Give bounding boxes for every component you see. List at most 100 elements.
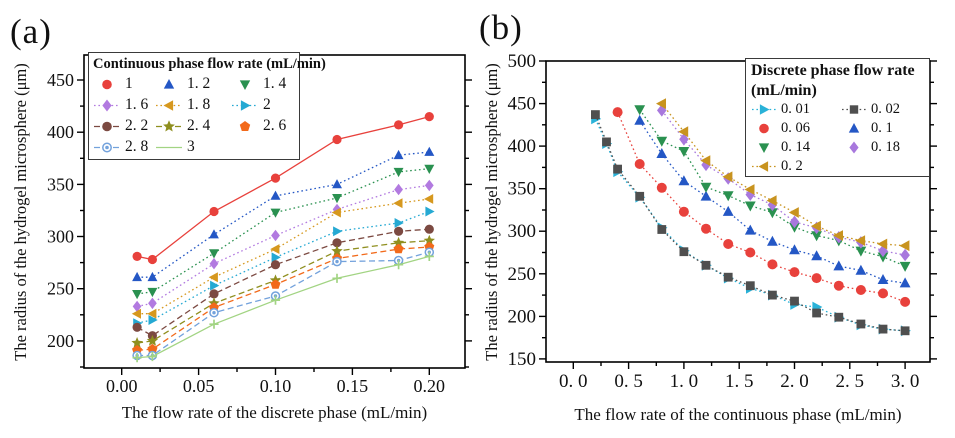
series-1.8: [131, 194, 434, 319]
legend-label: 0. 06: [781, 120, 810, 137]
panel-a-xaxis-title: The flow rate of the discrete phase (mL/…: [121, 403, 428, 422]
svg-text:250: 250: [508, 264, 537, 285]
svg-text:2. 5: 2. 5: [836, 371, 865, 392]
panel-b-label: (b): [479, 8, 523, 47]
panel-a-yaxis-title-text: The radius of the hydrogel microsphere (…: [11, 63, 30, 361]
legend-item-1.6: 1. 6: [93, 95, 155, 116]
legend-label: 1. 2: [187, 75, 211, 93]
svg-text:400: 400: [47, 122, 74, 142]
legend-item-2.6: 2. 6: [231, 116, 297, 137]
legend-marker-circle: [94, 121, 120, 131]
svg-text:0. 5: 0. 5: [614, 371, 643, 392]
panel-a-series: [131, 112, 435, 363]
panel-b-legend-subtitle: (mL/min): [751, 81, 817, 99]
legend-marker-circle: [759, 123, 769, 134]
legend-marker-diamond: [849, 141, 859, 154]
svg-text:350: 350: [47, 174, 74, 194]
svg-text:0.10: 0.10: [260, 376, 292, 396]
svg-text:2. 0: 2. 0: [780, 371, 809, 392]
legend-label: 2: [263, 96, 271, 114]
panel-b-axes: [539, 60, 937, 369]
legend-label: 2. 2: [125, 117, 149, 135]
svg-text:0.00: 0.00: [106, 376, 138, 396]
legend-item-3: 3: [155, 137, 231, 158]
legend-label: 0. 01: [781, 101, 810, 118]
panel-b-legend-title: Discrete phase flow rate: [751, 62, 915, 79]
legend-label: 0. 02: [871, 101, 900, 118]
panel-b-tick-labels: 0. 0 0. 5 1. 0 1. 5 2. 0 2. 5 3. 0 150 200 250 300…: [508, 51, 920, 392]
svg-text:200: 200: [508, 306, 537, 327]
legend-marker-triangle-down: [239, 79, 251, 90]
legend-label: 2. 8: [125, 138, 149, 156]
legend-item-0.02: 0. 02: [841, 100, 925, 119]
legend-marker-diamond: [94, 99, 120, 112]
panel-b-legend-entries: 0. 01 0. 02 0. 06 0. 1 0. 14 0. 18 0. 2: [751, 100, 926, 176]
legend-item-2: 2: [231, 95, 297, 116]
legend-item-2.2: 2. 2: [93, 116, 155, 137]
panel-b-legend: Discrete phase flow rate (mL/min) 0. 01 0…: [745, 58, 930, 177]
legend-item-1.2: 1. 2: [155, 74, 231, 95]
svg-text:0.05: 0.05: [183, 376, 215, 396]
panel-b-xaxis-title: The flow rate of the continuous phase (m…: [574, 405, 902, 424]
svg-text:450: 450: [47, 70, 74, 90]
legend-label: 0. 2: [781, 158, 803, 175]
series-2: [133, 206, 435, 329]
series-1.2: [132, 146, 435, 282]
panel-a-axes: [77, 79, 472, 375]
legend-item-0.18: 0. 18: [841, 138, 925, 157]
series-0.02: [591, 110, 910, 336]
svg-text:300: 300: [508, 221, 537, 242]
legend-label: 0. 1: [871, 120, 893, 137]
svg-text:300: 300: [47, 227, 74, 247]
legend-label: 1. 8: [187, 96, 211, 114]
panel-b-series: [591, 98, 911, 337]
panel-b-yaxis-title-text: The radius of the hydrogel microsphere (…: [482, 63, 501, 361]
svg-text:400: 400: [508, 136, 537, 157]
legend-marker-triangle-left: [752, 161, 776, 172]
series-0.2: [656, 98, 910, 252]
legend-marker-triangle-right: [752, 104, 776, 115]
svg-text:0. 0: 0. 0: [559, 371, 588, 392]
legend-marker-pentagon: [239, 120, 251, 131]
legend-marker-triangle-right: [232, 99, 258, 111]
svg-text:200: 200: [47, 331, 74, 351]
panel-a-label: (a): [10, 12, 52, 51]
svg-text:0.15: 0.15: [337, 376, 369, 396]
series-0.1: [634, 114, 911, 288]
legend-item-1.8: 1. 8: [155, 95, 231, 116]
svg-text:450: 450: [508, 94, 537, 115]
panel-b-frame: [545, 60, 931, 363]
legend-marker-triangle-up: [848, 123, 860, 133]
legend-marker-triangle-up: [163, 78, 175, 89]
legend-marker-plus: [156, 146, 182, 148]
legend-item-0.2: 0. 2: [751, 157, 841, 176]
panel-a-legend: Continuous phase flow rate (mL/min) 1 1. …: [88, 52, 326, 160]
svg-text:150: 150: [508, 349, 537, 370]
svg-text:0.20: 0.20: [414, 376, 446, 396]
legend-item-0.1: 0. 1: [841, 119, 925, 138]
legend-item-0.01: 0. 01: [751, 100, 841, 119]
series-2.2: [132, 224, 434, 341]
svg-text:250: 250: [47, 279, 74, 299]
legend-label: 2. 6: [263, 117, 287, 135]
legend-item-1: 1: [93, 74, 155, 95]
legend-marker-triangle-down: [758, 143, 770, 154]
legend-label: 1. 6: [125, 96, 149, 114]
legend-item-2.4: 2. 4: [155, 116, 231, 137]
legend-item-0.14: 0. 14: [751, 138, 841, 157]
svg-text:500: 500: [508, 51, 537, 72]
svg-text:1. 5: 1. 5: [725, 371, 754, 392]
panel-a-legend-entries: 1 1. 2 1. 4 1. 6 1. 8 2 2. 2 2. 4 2. 6 2. 8 3: [93, 74, 295, 158]
svg-text:3. 0: 3. 0: [891, 371, 920, 392]
legend-marker-square: [842, 105, 866, 114]
panel-a-legend-title: Continuous phase flow rate (mL/min): [93, 56, 326, 72]
svg-text:1. 0: 1. 0: [670, 371, 699, 392]
series-0.06: [612, 107, 911, 307]
legend-marker-triangle-left: [156, 99, 182, 111]
legend-label: 1: [125, 75, 133, 93]
legend-marker-star: [156, 119, 182, 132]
legend-item-1.4: 1. 4: [231, 74, 297, 95]
legend-label: 2. 4: [187, 117, 211, 135]
